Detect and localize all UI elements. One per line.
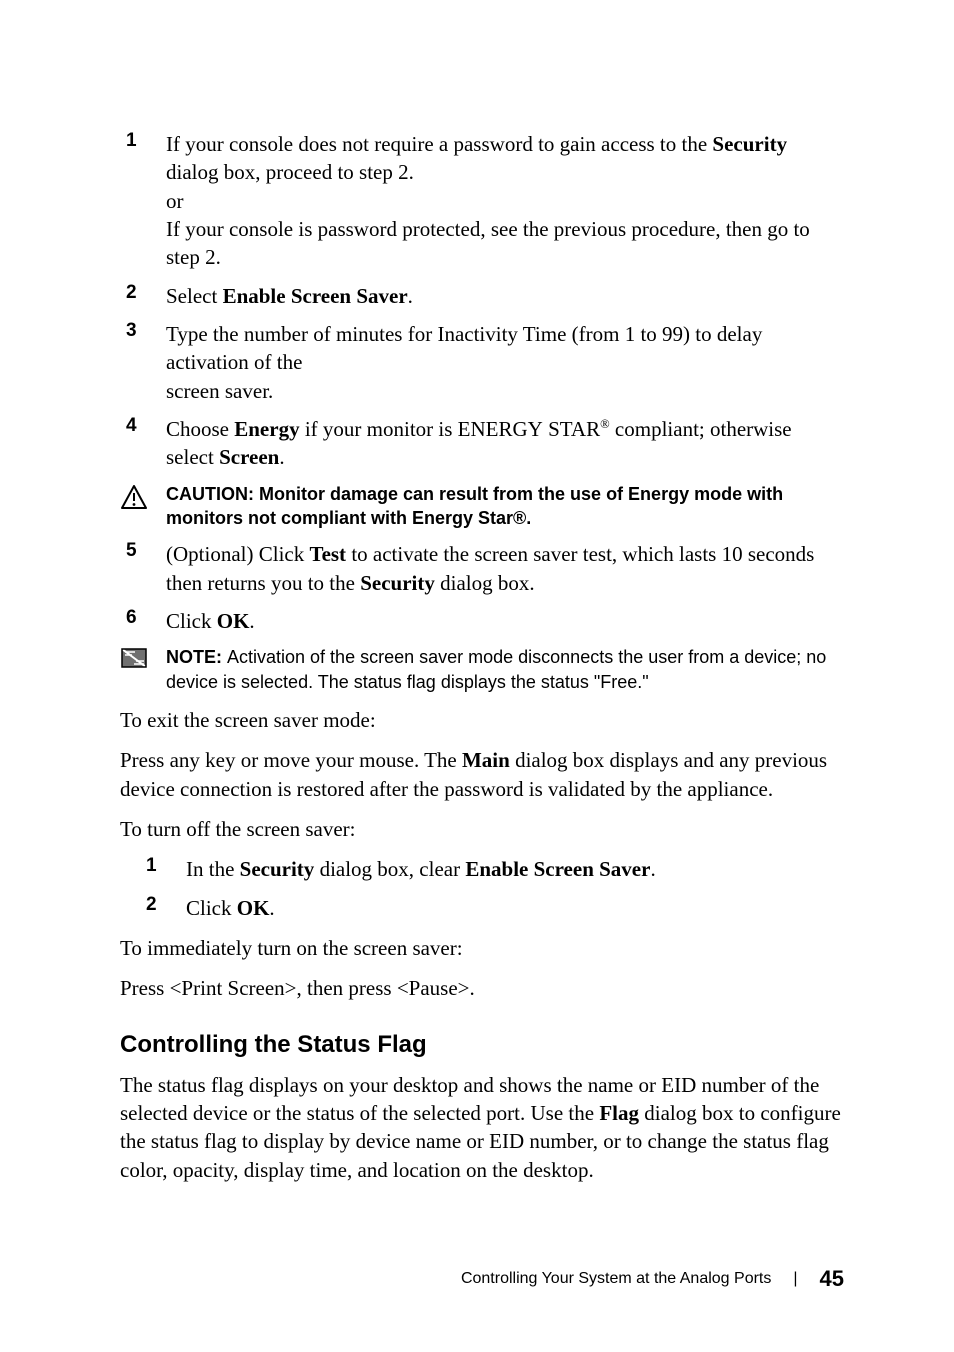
- ordered-list-2: 5(Optional) Click Test to activate the s…: [120, 540, 844, 635]
- list-body: Choose Energy if your monitor is ENERGY …: [166, 415, 844, 472]
- caution-icon: [120, 482, 166, 531]
- note-icon: [120, 645, 166, 694]
- list-body: Select Enable Screen Saver.: [166, 282, 844, 310]
- list-body: Click OK.: [186, 894, 844, 922]
- heading-status-flag: Controlling the Status Flag: [120, 1031, 844, 1059]
- note-text: NOTE: Activation of the screen saver mod…: [166, 645, 844, 694]
- paragraph: Press any key or move your mouse. The Ma…: [120, 746, 844, 803]
- list-number: 1: [140, 855, 186, 883]
- paragraph: To exit the screen saver mode:: [120, 706, 844, 734]
- list-item: 1In the Security dialog box, clear Enabl…: [140, 855, 844, 883]
- page: 1If your console does not require a pass…: [0, 0, 954, 1352]
- list-item: 5(Optional) Click Test to activate the s…: [120, 540, 844, 597]
- list-number: 6: [120, 607, 166, 635]
- list-number: 5: [120, 540, 166, 597]
- list-number: 4: [120, 415, 166, 472]
- list-number: 1: [120, 130, 166, 272]
- list-item: 6Click OK.: [120, 607, 844, 635]
- footer-page-number: 45: [820, 1266, 844, 1292]
- list-number: 2: [140, 894, 186, 922]
- paragraph: To immediately turn on the screen saver:: [120, 934, 844, 962]
- list-body: Type the number of minutes for Inactivit…: [166, 320, 844, 405]
- list-item: 1If your console does not require a pass…: [120, 130, 844, 272]
- note-body: Activation of the screen saver mode disc…: [166, 647, 826, 691]
- list-item: 2Click OK.: [140, 894, 844, 922]
- ordered-list-3: 1In the Security dialog box, clear Enabl…: [140, 855, 844, 922]
- ordered-list-1: 1If your console does not require a pass…: [120, 130, 844, 472]
- list-body: If your console does not require a passw…: [166, 130, 844, 272]
- footer-title: Controlling Your System at the Analog Po…: [461, 1270, 771, 1288]
- note-label: NOTE:: [166, 647, 227, 667]
- list-body: (Optional) Click Test to activate the sc…: [166, 540, 844, 597]
- paragraph: The status flag displays on your desktop…: [120, 1071, 844, 1184]
- caution-block: CAUTION: Monitor damage can result from …: [120, 482, 844, 531]
- list-body: In the Security dialog box, clear Enable…: [186, 855, 844, 883]
- list-body: Click OK.: [166, 607, 844, 635]
- footer-separator: |: [793, 1270, 797, 1288]
- list-item: 3Type the number of minutes for Inactivi…: [120, 320, 844, 405]
- caution-text: CAUTION: Monitor damage can result from …: [166, 482, 844, 531]
- caution-label: CAUTION:: [166, 484, 259, 504]
- list-item: 2Select Enable Screen Saver.: [120, 282, 844, 310]
- paragraph: Press <Print Screen>, then press <Pause>…: [120, 974, 844, 1002]
- page-footer: Controlling Your System at the Analog Po…: [120, 1266, 844, 1292]
- list-number: 2: [120, 282, 166, 310]
- note-block: NOTE: Activation of the screen saver mod…: [120, 645, 844, 694]
- list-number: 3: [120, 320, 166, 405]
- caution-body: Monitor damage can result from the use o…: [166, 484, 783, 528]
- paragraph: To turn off the screen saver:: [120, 815, 844, 843]
- list-item: 4Choose Energy if your monitor is ENERGY…: [120, 415, 844, 472]
